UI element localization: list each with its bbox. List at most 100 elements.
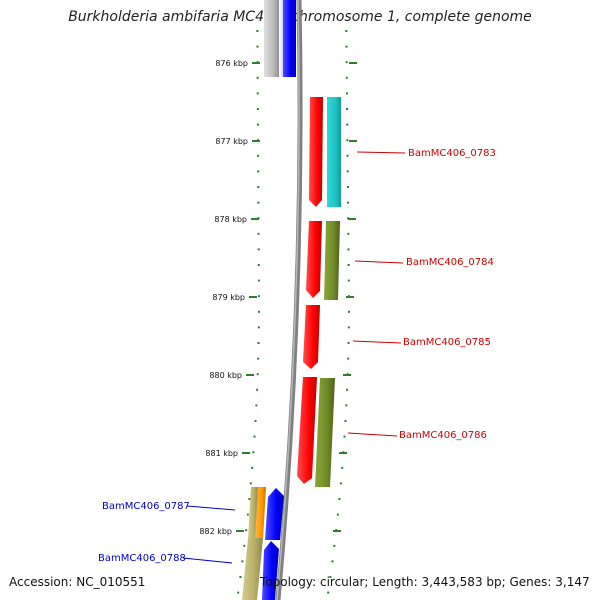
major-tick (246, 374, 254, 376)
callout-line-0784 (354, 260, 404, 264)
minor-tick (329, 576, 332, 578)
callout-line-0788 (182, 557, 233, 564)
minor-tick (256, 92, 259, 95)
minor-tick (345, 404, 348, 407)
major-tick-right (333, 530, 341, 532)
minor-tick (255, 404, 258, 407)
minor-tick (257, 154, 260, 157)
gene-arrow-olive-0784 (324, 221, 340, 300)
gene-label-0787: BamMC406_0787 (102, 501, 190, 512)
minor-tick (257, 248, 260, 251)
major-tick (236, 530, 244, 532)
chromosome-backbone-highlight (276, 0, 300, 600)
minor-tick (346, 123, 349, 126)
minor-tick (257, 357, 260, 360)
minor-tick (257, 295, 260, 298)
kbp-axis: 876 kbp 877 kbp 878 kbp 879 kbp 880 kbp 881 k… (199, 59, 357, 536)
minor-tick (346, 139, 349, 142)
minor-tick (251, 466, 254, 469)
major-tick (242, 452, 250, 454)
minor-tick (345, 30, 348, 32)
minor-tick (327, 591, 330, 594)
kbp-label: 882 kbp (199, 527, 232, 536)
gene-arrow-cyan-0783 (327, 97, 341, 207)
minor-tick (248, 498, 251, 500)
minor-tick (347, 342, 350, 344)
major-tick-right (343, 374, 351, 376)
minor-tick (256, 76, 259, 79)
major-tick (251, 218, 259, 220)
gene-arrow-blue-top (283, 0, 296, 77)
minor-tick (346, 186, 349, 188)
minor-tick (347, 264, 350, 266)
minor-tick (257, 264, 260, 266)
minor-tick (256, 123, 259, 126)
minor-tick (345, 45, 348, 48)
minor-tick (346, 388, 349, 391)
gene-arrow-orange-0787 (255, 487, 266, 540)
minor-tick (252, 451, 255, 454)
minor-tick (341, 466, 344, 469)
gene-label-0784: BamMC406_0784 (406, 257, 494, 268)
major-tick-right (339, 452, 347, 454)
minor-tick (346, 170, 349, 173)
gene-arrow-blue-0788 (262, 541, 279, 600)
major-tick-right (349, 140, 357, 142)
gene-label-0785: BamMC406_0785 (403, 337, 491, 348)
minor-tick (347, 326, 350, 329)
kbp-label: 878 kbp (214, 215, 247, 224)
minor-tick (345, 92, 348, 95)
callout-line-0786 (347, 432, 398, 437)
minor-tick (347, 232, 350, 235)
gene-arrow-blue-0787 (265, 488, 284, 540)
minor-ticks-left (237, 30, 260, 594)
minor-tick (347, 357, 350, 360)
minor-tick (253, 435, 256, 438)
minor-tick (254, 420, 257, 422)
minor-tick (256, 30, 259, 32)
minor-tick (347, 201, 350, 204)
gene-arrow-tan-0787 (248, 487, 258, 540)
gene-arrow-red-0783 (309, 97, 323, 207)
gene-arrow-red-0784 (306, 221, 322, 298)
gene-label-0783: BamMC406_0783 (408, 148, 496, 159)
major-tick (249, 296, 257, 298)
minor-tick (256, 373, 259, 376)
gene-label-0786: BamMC406_0786 (399, 430, 487, 441)
minor-tick (347, 248, 350, 251)
gene-label-0788: BamMC406_0788 (98, 553, 186, 564)
minor-tick (331, 560, 334, 563)
minor-tick (257, 342, 260, 344)
kbp-label: 876 kbp (215, 59, 248, 68)
minor-tick (239, 576, 242, 578)
major-tick (252, 62, 260, 64)
minor-tick (257, 232, 260, 235)
kbp-label: 880 kbp (209, 371, 242, 380)
major-tick (252, 140, 260, 142)
minor-tick (256, 108, 259, 110)
minor-tick (345, 76, 348, 79)
minor-tick (336, 513, 339, 516)
minor-tick (249, 482, 252, 485)
minor-tick (257, 310, 260, 313)
minor-tick (257, 170, 260, 173)
minor-tick (333, 544, 336, 547)
minor-tick (343, 435, 346, 438)
kbp-label: 877 kbp (215, 137, 248, 146)
minor-tick (237, 591, 240, 594)
major-tick-right (348, 218, 356, 220)
callout-line-0783 (356, 151, 406, 154)
topology-text: Topology: circular; Length: 3,443,583 bp… (260, 575, 590, 589)
minor-tick (257, 326, 260, 329)
minor-tick (346, 108, 349, 110)
kbp-label: 879 kbp (212, 293, 245, 302)
minor-tick (344, 420, 347, 422)
minor-tick (243, 544, 246, 547)
minor-tick (257, 279, 260, 282)
minor-tick (256, 45, 259, 48)
gene-callout-lines (182, 151, 406, 564)
minor-tick (257, 201, 260, 204)
kbp-label: 881 kbp (205, 449, 238, 458)
gene-arrow-red-0786 (297, 377, 317, 484)
